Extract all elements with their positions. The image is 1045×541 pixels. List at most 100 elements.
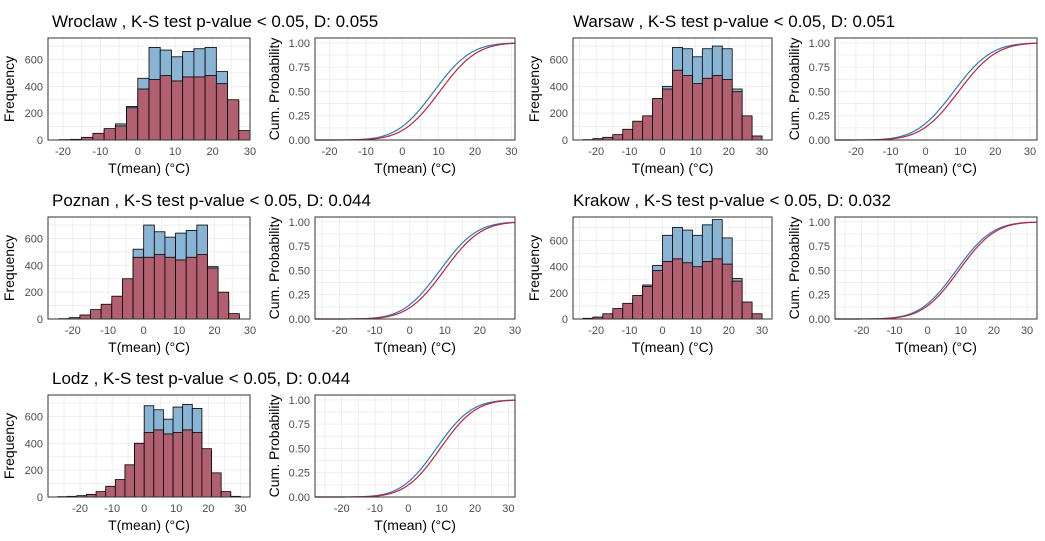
x-tick-label: 0 xyxy=(141,325,147,337)
x-tick-label: 30 xyxy=(1024,146,1036,158)
y-tick-label: 0.00 xyxy=(289,135,310,147)
y-tick-label: 0 xyxy=(37,314,43,326)
y-tick-label: 200 xyxy=(550,108,568,120)
x-tick-label: 0 xyxy=(399,146,405,158)
y-tick-label: 0.75 xyxy=(809,241,830,253)
x-tick-label: 20 xyxy=(469,503,481,515)
x-axis-title: T(mean) (°C) xyxy=(632,160,714,176)
histogram-bar-red xyxy=(90,309,102,320)
ecdf-plot: -20 -10 0 10 20 30 0.00 0.25 0.50 0.75 1.00 T(mean)… xyxy=(266,37,517,176)
x-tick-label: 20 xyxy=(469,146,481,158)
x-tick-label: -20 xyxy=(72,503,88,515)
ecdf-frame xyxy=(314,394,516,498)
histogram-bar-red xyxy=(126,107,139,141)
y-tick-label: 0 xyxy=(37,492,43,504)
y-tick-label: 0.00 xyxy=(289,492,310,504)
ecdf-plot: -20 -10 0 10 20 30 0.00 0.25 0.50 0.75 1.00 T(mean)… xyxy=(786,216,1038,355)
x-tick-label: -20 xyxy=(65,325,81,337)
x-tick-label: 10 xyxy=(169,146,181,158)
histogram-bar-red xyxy=(114,125,127,141)
histogram-bar-red xyxy=(711,75,723,141)
histogram-bar-red xyxy=(137,88,150,141)
y-tick-label: 0.50 xyxy=(809,86,830,98)
y-tick-label: 0.00 xyxy=(809,314,830,326)
histogram-bar-red xyxy=(191,432,203,498)
x-tick-label: 30 xyxy=(756,146,768,158)
x-axis-title: T(mean) (°C) xyxy=(374,517,456,533)
y-tick-label: 200 xyxy=(25,465,43,477)
histogram-bar-red xyxy=(185,256,198,320)
y-tick-label: 0.25 xyxy=(289,468,310,480)
city-panel-1: Warsaw , K-S test p-value < 0.05, D: 0.0… xyxy=(526,12,1038,176)
histogram-bar-red xyxy=(228,313,240,320)
x-tick-label: 20 xyxy=(474,325,486,337)
panel-title: Wroclaw , K-S test p-value < 0.05, D: 0.… xyxy=(52,12,378,31)
ecdf-frame xyxy=(314,37,516,141)
histogram-bar-red xyxy=(163,433,174,498)
y-tick-label: 0 xyxy=(562,135,568,147)
ecdf-plot-area xyxy=(835,217,1037,319)
y-tick-label: 0.25 xyxy=(809,290,830,302)
histogram-bar-red xyxy=(103,128,116,141)
histogram-bar-red xyxy=(204,75,217,141)
histogram-bar-red xyxy=(701,77,713,141)
histogram-bar-red xyxy=(711,258,723,320)
x-tick-label: -20 xyxy=(588,325,604,337)
city-panel-4: Lodz , K-S test p-value < 0.05, D: 0.044… xyxy=(1,369,516,533)
x-tick-label: -10 xyxy=(887,325,903,337)
y-axis-title: Frequency xyxy=(1,235,17,301)
x-tick-label: 10 xyxy=(173,325,185,337)
histogram-frame xyxy=(47,216,251,320)
histogram-bar-red xyxy=(642,285,654,320)
x-tick-label: 20 xyxy=(723,146,735,158)
histogram-bar-red xyxy=(632,120,644,141)
y-tick-label: 0.50 xyxy=(289,443,310,455)
histogram-bar-red xyxy=(175,259,187,320)
x-tick-label: -20 xyxy=(854,325,870,337)
histogram-bar-red xyxy=(642,115,654,141)
histogram: -20 -10 0 10 20 30 0 200 400 600 T(mean) (°C) Frequ… xyxy=(1,37,256,176)
x-tick-label: 0 xyxy=(925,325,931,337)
histogram-bar-red xyxy=(701,261,713,320)
histogram-bar-red xyxy=(741,115,753,141)
histogram-bar-red xyxy=(172,432,184,498)
histogram-bar-red xyxy=(171,80,184,141)
x-axis-title: T(mean) (°C) xyxy=(108,517,190,533)
panel-title: Krakow , K-S test p-value < 0.05, D: 0.0… xyxy=(573,191,891,210)
histogram-bar-red xyxy=(662,88,673,141)
y-tick-label: 0.75 xyxy=(809,62,830,74)
histogram-bar-red xyxy=(159,75,172,141)
histogram-bar-red xyxy=(751,313,763,320)
x-tick-label: -10 xyxy=(92,146,108,158)
x-tick-label: -20 xyxy=(334,503,350,515)
y-tick-label: 0 xyxy=(37,135,43,147)
x-axis-title: T(mean) (°C) xyxy=(895,160,977,176)
x-tick-label: 30 xyxy=(756,325,768,337)
histogram-bar-red xyxy=(721,79,733,141)
x-axis-title: T(mean) (°C) xyxy=(108,160,190,176)
x-tick-label: -10 xyxy=(100,325,116,337)
histogram-bar-red xyxy=(652,270,663,320)
y-tick-label: 400 xyxy=(25,81,43,93)
y-tick-label: 200 xyxy=(25,287,43,299)
histogram-bar-red xyxy=(143,432,155,498)
histogram-bar-red xyxy=(682,262,693,320)
y-tick-label: 600 xyxy=(25,233,43,245)
histogram-bar-red xyxy=(632,295,644,320)
y-axis-title: Cum. Probability xyxy=(786,38,802,141)
x-tick-label: 30 xyxy=(502,503,514,515)
histogram-bar-red xyxy=(100,303,113,320)
y-tick-label: 400 xyxy=(550,262,568,274)
y-tick-label: 0.75 xyxy=(289,241,310,253)
x-axis-title: T(mean) (°C) xyxy=(632,339,714,355)
histogram-bar-red xyxy=(721,263,733,320)
histogram: -20 -10 0 10 20 30 0 200 400 600 T(mean) (°C) Frequ… xyxy=(1,216,256,355)
y-tick-label: 200 xyxy=(550,288,568,300)
histogram-bar-red xyxy=(751,135,763,141)
x-tick-label: 30 xyxy=(1021,325,1033,337)
ecdf-frame xyxy=(834,37,1038,141)
y-axis-title: Frequency xyxy=(526,56,542,122)
y-tick-label: 200 xyxy=(25,108,43,120)
histogram: -20 -10 0 10 20 30 0 200 400 600 T(mean) (°C) Frequ… xyxy=(1,394,251,533)
x-tick-label: 0 xyxy=(659,325,665,337)
